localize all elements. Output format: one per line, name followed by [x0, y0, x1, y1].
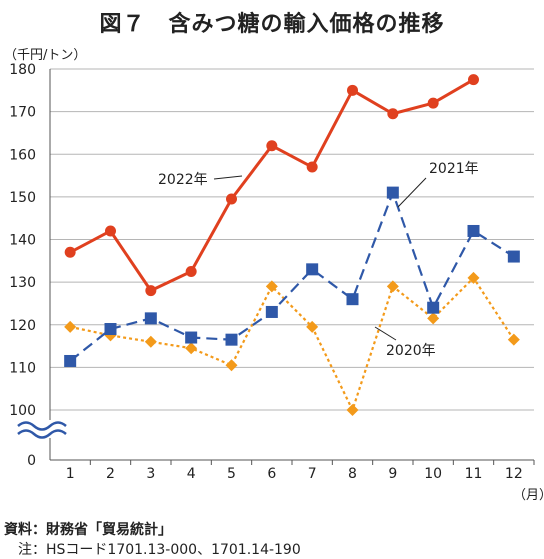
data-point: [64, 320, 77, 333]
series-2022年: [64, 74, 479, 297]
data-point: [64, 246, 76, 258]
axes: [14, 69, 535, 465]
data-point: [226, 193, 237, 205]
series-line: [69, 191, 515, 362]
data-point: [468, 74, 479, 86]
data-point: [467, 224, 480, 237]
y-tick-label: 140: [9, 233, 36, 249]
data-point: [427, 97, 439, 109]
data-point: [346, 404, 359, 416]
data-point: [306, 263, 319, 276]
data-point: [427, 301, 440, 314]
data-point: [427, 312, 440, 325]
x-tick-label: 3: [146, 466, 155, 482]
data-point: [387, 108, 399, 120]
y-tick-label: 160: [9, 147, 36, 163]
data-point: [347, 84, 358, 96]
y-tick-label: 180: [9, 62, 36, 78]
data-point: [185, 331, 198, 344]
series-2020年: [64, 271, 520, 416]
data-point: [467, 271, 480, 284]
source-note: 資料：財務省「貿易統計」: [4, 522, 172, 538]
callout-leader: [213, 175, 243, 180]
x-tick-label: 7: [308, 466, 317, 482]
y-tick-label: 100: [9, 403, 36, 419]
x-tick-label: 5: [227, 466, 236, 482]
x-tick-label: 9: [388, 466, 397, 482]
series-callout-label: 2020年: [386, 343, 436, 359]
data-point: [386, 280, 399, 293]
callout-leader: [397, 177, 427, 208]
data-point: [144, 335, 157, 348]
data-point: [265, 305, 278, 318]
data-point: [225, 359, 238, 372]
data-point: [185, 265, 197, 277]
x-tick-label: 8: [348, 466, 357, 482]
data-point: [105, 225, 116, 237]
data-point: [306, 161, 318, 173]
data-point: [265, 280, 278, 293]
y-axis-unit-label: （千円/トン）: [4, 48, 87, 63]
chart-title: 図７ 含みつ糖の輸入価格の推移: [99, 12, 445, 37]
axis-break-wave: [17, 421, 67, 431]
callout-leader: [374, 326, 397, 341]
gridlines: [50, 68, 534, 411]
data-point: [144, 312, 157, 325]
x-tick-label: 4: [187, 466, 196, 482]
data-point: [346, 293, 359, 306]
footnote: 注：HSコード1701.13-000、1701.14-190: [4, 542, 301, 558]
series-2021年: [64, 186, 520, 367]
x-tick-label: 10: [424, 466, 442, 482]
x-tick-label: 11: [465, 466, 483, 482]
data-point: [507, 250, 520, 263]
x-tick-label: 6: [267, 466, 276, 482]
data-point: [225, 333, 238, 346]
data-point: [185, 342, 198, 355]
axis-break-wave: [17, 429, 67, 439]
x-tick-label: 1: [66, 466, 75, 482]
data-point: [507, 333, 520, 346]
data-point: [104, 323, 117, 336]
series-line: [69, 276, 515, 412]
data-point: [145, 285, 157, 297]
data-point: [306, 320, 319, 333]
data-point: [64, 354, 77, 367]
y-tick-label: 130: [9, 275, 36, 291]
x-tick-label: 2: [106, 466, 115, 482]
x-axis-unit-label: （月）: [513, 488, 544, 503]
data-point: [266, 140, 278, 152]
series-group: [64, 74, 520, 416]
y-tick-label: 0: [27, 453, 36, 469]
y-tick-label: 150: [9, 190, 36, 206]
series-callout-label: 2022年: [158, 172, 208, 188]
series-callout-label: 2021年: [429, 161, 479, 177]
y-tick-label: 120: [9, 318, 36, 334]
y-tick-label: 170: [9, 105, 36, 121]
series-annotations: 2022年 2021年 2020年: [158, 161, 479, 359]
x-tick-label: 12: [505, 466, 523, 482]
y-tick-label: 110: [9, 360, 36, 376]
data-point: [386, 186, 399, 199]
